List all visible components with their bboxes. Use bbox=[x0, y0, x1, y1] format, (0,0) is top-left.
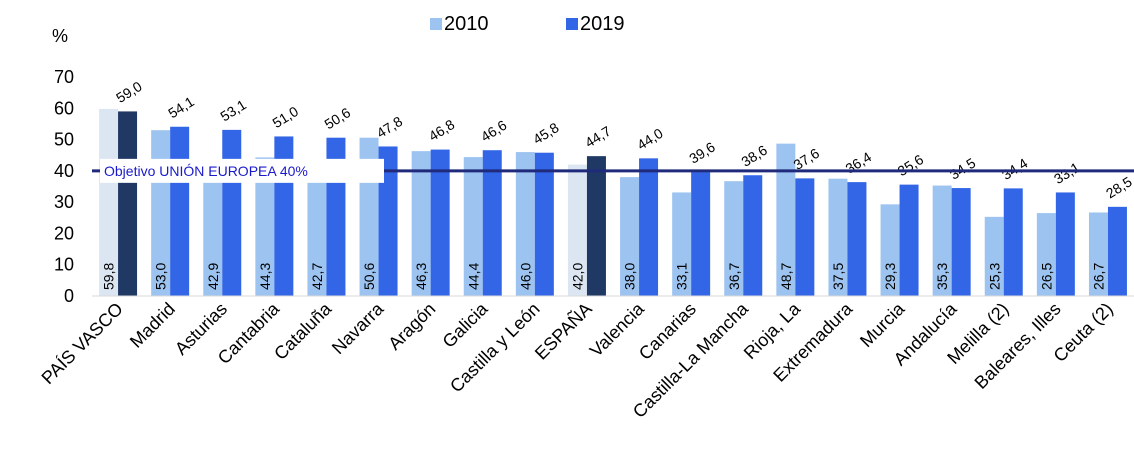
value-label: 35,6 bbox=[895, 151, 927, 179]
value-label: 44,7 bbox=[582, 123, 614, 151]
bar bbox=[1055, 192, 1075, 296]
legend-swatch bbox=[430, 18, 442, 30]
bar bbox=[203, 161, 223, 296]
value-label: 54,1 bbox=[165, 93, 197, 121]
bar bbox=[430, 149, 450, 296]
bar bbox=[899, 184, 919, 296]
y-tick-label: 40 bbox=[54, 161, 74, 181]
bar bbox=[1036, 213, 1056, 296]
value-label: 46,3 bbox=[413, 263, 429, 290]
value-label: 53,1 bbox=[217, 96, 249, 124]
y-tick-label: 70 bbox=[54, 67, 74, 87]
value-label: 26,7 bbox=[1090, 263, 1106, 290]
x-tick-label: Aragón bbox=[384, 299, 439, 354]
value-label: 33,1 bbox=[674, 263, 690, 290]
value-label: 53,0 bbox=[153, 263, 169, 290]
y-unit: % bbox=[52, 26, 68, 46]
legend-label: 2019 bbox=[580, 13, 625, 35]
value-label: 59,0 bbox=[113, 78, 145, 106]
x-tick-label: PAÍS VASCO bbox=[38, 299, 127, 388]
value-label: 25,3 bbox=[986, 263, 1002, 290]
bar bbox=[307, 162, 327, 296]
bar bbox=[515, 152, 535, 296]
value-label: 50,6 bbox=[361, 263, 377, 290]
value-label: 34,5 bbox=[947, 154, 979, 182]
x-tick-label: Cataluña bbox=[270, 298, 336, 364]
legend-label: 2010 bbox=[444, 13, 489, 35]
value-label: 28,5 bbox=[1103, 173, 1134, 201]
bar bbox=[795, 178, 815, 296]
bar bbox=[411, 151, 431, 296]
value-label: 42,7 bbox=[309, 263, 325, 290]
reference-label: Objetivo UNIÓN EUROPEA 40% bbox=[104, 163, 308, 179]
value-label: 34,4 bbox=[999, 155, 1031, 183]
bar bbox=[828, 178, 848, 296]
x-tick-label: Navarra bbox=[328, 298, 388, 358]
value-label: 36,4 bbox=[843, 149, 875, 177]
value-label: 29,3 bbox=[882, 263, 898, 290]
bar bbox=[639, 158, 659, 296]
value-label: 42,9 bbox=[205, 263, 221, 290]
bar bbox=[255, 157, 275, 296]
bar bbox=[1003, 188, 1023, 296]
bar bbox=[482, 150, 502, 296]
bar bbox=[880, 204, 900, 296]
bar bbox=[984, 216, 1004, 296]
bar bbox=[534, 152, 554, 296]
bar bbox=[1088, 212, 1108, 296]
value-label: 44,4 bbox=[465, 263, 481, 290]
value-label: 44,3 bbox=[257, 263, 273, 290]
bar bbox=[1107, 206, 1127, 296]
bar bbox=[691, 172, 711, 296]
bar bbox=[620, 177, 640, 296]
value-label: 47,8 bbox=[374, 113, 406, 141]
y-tick-label: 20 bbox=[54, 223, 74, 243]
bar bbox=[672, 192, 692, 296]
value-label: 44,0 bbox=[634, 125, 666, 153]
bar bbox=[118, 111, 138, 297]
value-label: 48,7 bbox=[778, 263, 794, 290]
value-label: 46,8 bbox=[426, 116, 458, 144]
value-label: 51,0 bbox=[269, 103, 301, 131]
bar bbox=[743, 175, 763, 296]
y-tick-label: 0 bbox=[64, 286, 74, 306]
y-tick-label: 60 bbox=[54, 98, 74, 118]
y-tick-label: 30 bbox=[54, 192, 74, 212]
reference-label-box bbox=[100, 158, 384, 183]
value-label: 36,7 bbox=[726, 263, 742, 290]
bar bbox=[222, 129, 242, 296]
value-label: 39,6 bbox=[686, 139, 718, 167]
bar bbox=[463, 157, 483, 296]
value-label: 26,5 bbox=[1038, 263, 1054, 290]
value-label: 50,6 bbox=[322, 104, 354, 132]
bar bbox=[378, 146, 398, 296]
value-label: 45,8 bbox=[530, 119, 562, 147]
bar bbox=[847, 182, 867, 296]
x-tick-label: Castilla y León bbox=[446, 299, 544, 397]
value-label: 46,0 bbox=[517, 263, 533, 290]
bar bbox=[586, 156, 606, 296]
bar bbox=[99, 108, 119, 296]
bar bbox=[951, 188, 971, 296]
bar bbox=[932, 185, 952, 296]
value-label: 42,0 bbox=[569, 263, 585, 290]
bar bbox=[567, 164, 587, 296]
value-label: 46,6 bbox=[478, 117, 510, 145]
value-label: 37,5 bbox=[830, 263, 846, 290]
value-label: 59,8 bbox=[101, 263, 117, 290]
value-label: 38,0 bbox=[622, 263, 638, 290]
value-label: 38,6 bbox=[738, 142, 770, 170]
y-tick-label: 50 bbox=[54, 130, 74, 150]
value-label: 35,3 bbox=[934, 263, 950, 290]
value-label: 33,1 bbox=[1051, 159, 1083, 187]
bar bbox=[170, 126, 190, 296]
x-tick-label: ESPAÑA bbox=[530, 298, 596, 364]
legend-swatch bbox=[566, 18, 578, 30]
bar bbox=[724, 181, 744, 296]
bar bbox=[776, 143, 796, 296]
y-tick-label: 10 bbox=[54, 255, 74, 275]
